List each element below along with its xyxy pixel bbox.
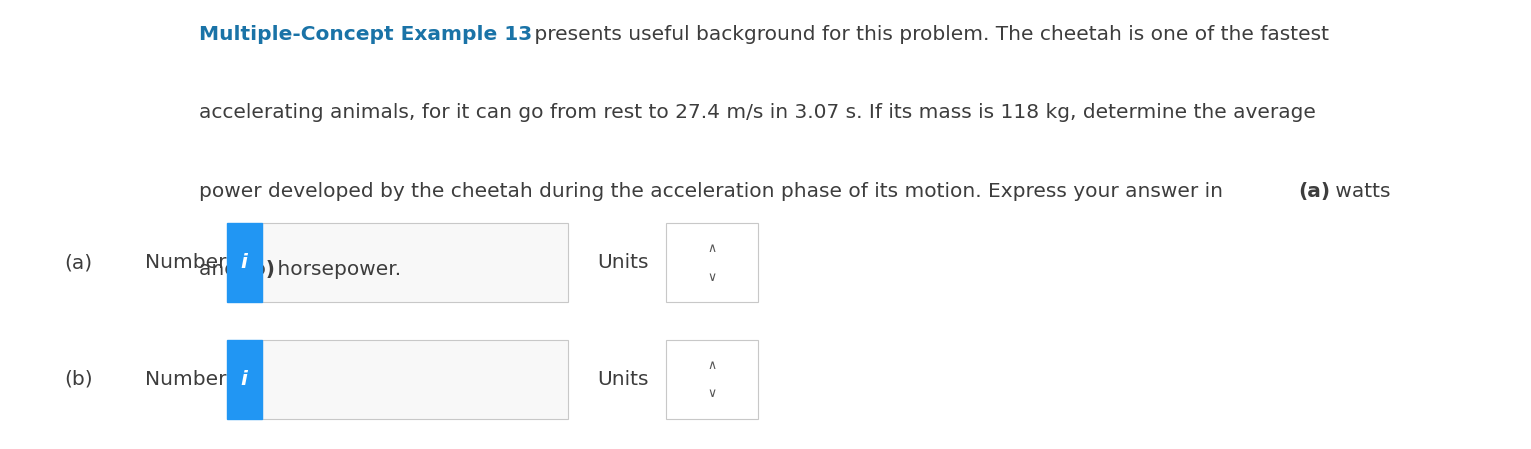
Text: ∨: ∨ (707, 271, 717, 283)
Text: ∧: ∧ (707, 359, 717, 371)
FancyBboxPatch shape (227, 340, 262, 418)
Text: (a): (a) (1298, 182, 1330, 201)
FancyBboxPatch shape (666, 224, 758, 302)
Text: horsepower.: horsepower. (271, 260, 401, 279)
Text: (a): (a) (64, 253, 92, 272)
Text: Number: Number (145, 253, 227, 272)
Text: i: i (240, 370, 248, 389)
Text: ∧: ∧ (707, 242, 717, 255)
Text: Units: Units (597, 370, 649, 389)
Text: Units: Units (597, 253, 649, 272)
Text: presents useful background for this problem. The cheetah is one of the fastest: presents useful background for this prob… (528, 25, 1329, 44)
Text: watts: watts (1329, 182, 1390, 201)
Text: power developed by the cheetah during the acceleration phase of its motion. Expr: power developed by the cheetah during th… (199, 182, 1229, 201)
Text: ∨: ∨ (707, 387, 717, 400)
Text: accelerating animals, for it can go from rest to 27.4 m/s in 3.07 s. If its mass: accelerating animals, for it can go from… (199, 103, 1317, 122)
Text: i: i (240, 253, 248, 272)
Text: and: and (199, 260, 243, 279)
Text: Multiple-Concept Example 13: Multiple-Concept Example 13 (199, 25, 533, 44)
Text: (b): (b) (242, 260, 276, 279)
FancyBboxPatch shape (262, 224, 568, 302)
FancyBboxPatch shape (666, 340, 758, 418)
FancyBboxPatch shape (262, 340, 568, 418)
Text: Number: Number (145, 370, 227, 389)
FancyBboxPatch shape (227, 224, 262, 302)
Text: (b): (b) (64, 370, 93, 389)
